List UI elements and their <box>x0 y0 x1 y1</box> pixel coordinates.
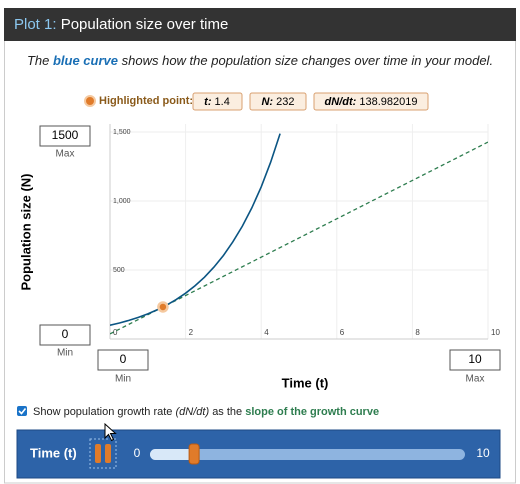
highlight-icon <box>84 95 96 107</box>
slope-value: 138.982019 <box>359 96 417 108</box>
x-tick-label: 6 <box>340 328 345 337</box>
x-tick-label: 2 <box>189 328 194 337</box>
y-max-label: Max <box>56 149 75 160</box>
x-tick-label: 10 <box>491 328 500 337</box>
slider-thumb[interactable] <box>188 443 200 465</box>
x-axis-title: Time (t) <box>282 375 329 390</box>
n-label: N: <box>261 96 273 108</box>
highlighted-point <box>157 301 169 313</box>
highlight-box <box>313 92 429 111</box>
play-pause-button[interactable] <box>89 438 117 469</box>
x-max-value: 10 <box>468 352 482 366</box>
header-title: Population size over time <box>61 16 229 33</box>
checkbox-text: slope of the growth curve <box>245 406 379 418</box>
t-value: 1.4 <box>215 96 230 108</box>
slider <box>150 443 200 465</box>
caption-text: shows how the population size changes ov… <box>122 53 493 68</box>
y-min-value: 0 <box>62 327 69 341</box>
highlight-t: t: 1.4 <box>204 96 230 108</box>
y-axis-title: Population size (N) <box>18 174 33 291</box>
checkbox[interactable] <box>17 406 27 416</box>
pause-bar <box>105 444 111 463</box>
curve <box>110 133 281 326</box>
slider-track[interactable] <box>150 449 465 460</box>
highlight-n: N: 232 <box>261 96 294 108</box>
slider-label: Time (t) <box>30 445 77 460</box>
y-tick-label: 1,000 <box>113 198 131 205</box>
y-tick-label: 1,500 <box>113 129 131 136</box>
y-min-input[interactable] <box>39 324 91 346</box>
x-min-value: 0 <box>120 352 127 366</box>
checkbox-text: as the <box>212 406 242 418</box>
y-max-input[interactable] <box>39 125 91 147</box>
header-prefix: Plot 1: <box>14 16 57 33</box>
plot: 0 2 4 6 8 10 500 1,000 1,500 <box>109 124 500 340</box>
n-value: 232 <box>276 96 294 108</box>
slope-label: dN/dt: <box>325 96 357 108</box>
slider-fill <box>150 449 195 460</box>
slider-max: 10 <box>476 446 490 460</box>
x-tick-label: 0 <box>113 328 118 337</box>
caption-highlight: blue curve <box>53 53 118 68</box>
header-bar <box>4 8 516 41</box>
x-max-input[interactable] <box>449 349 501 371</box>
highlight-box <box>249 92 307 111</box>
x-min-label: Min <box>115 374 131 385</box>
caption: The blue curve shows how the population … <box>27 53 493 68</box>
x-tick-label: 4 <box>264 328 269 337</box>
t-label: t: <box>204 96 212 108</box>
checkbox-text: Show population growth rate <box>33 406 172 418</box>
highlight-slope: dN/dt: 138.982019 <box>325 96 418 108</box>
slider-min: 0 <box>134 446 141 460</box>
pause-bar <box>95 444 101 463</box>
checkmark <box>18 408 27 415</box>
y-max-value: 1500 <box>52 128 79 142</box>
x-max-label: Max <box>466 374 485 385</box>
caption-text: The <box>27 53 49 68</box>
x-min-input[interactable] <box>97 349 149 371</box>
checkbox-text: (dN/dt) <box>176 406 210 418</box>
y-tick-label: 500 <box>113 267 125 274</box>
mouse-cursor <box>104 422 117 442</box>
highlight-label: Highlighted point: <box>99 95 193 107</box>
y-min-label: Min <box>57 348 73 359</box>
x-tick-label: 8 <box>415 328 420 337</box>
highlight-box <box>192 92 243 111</box>
checkbox-label: Show population growth rate (dN/dt) as t… <box>33 406 379 418</box>
header: Plot 1: Population size over time <box>14 16 228 33</box>
